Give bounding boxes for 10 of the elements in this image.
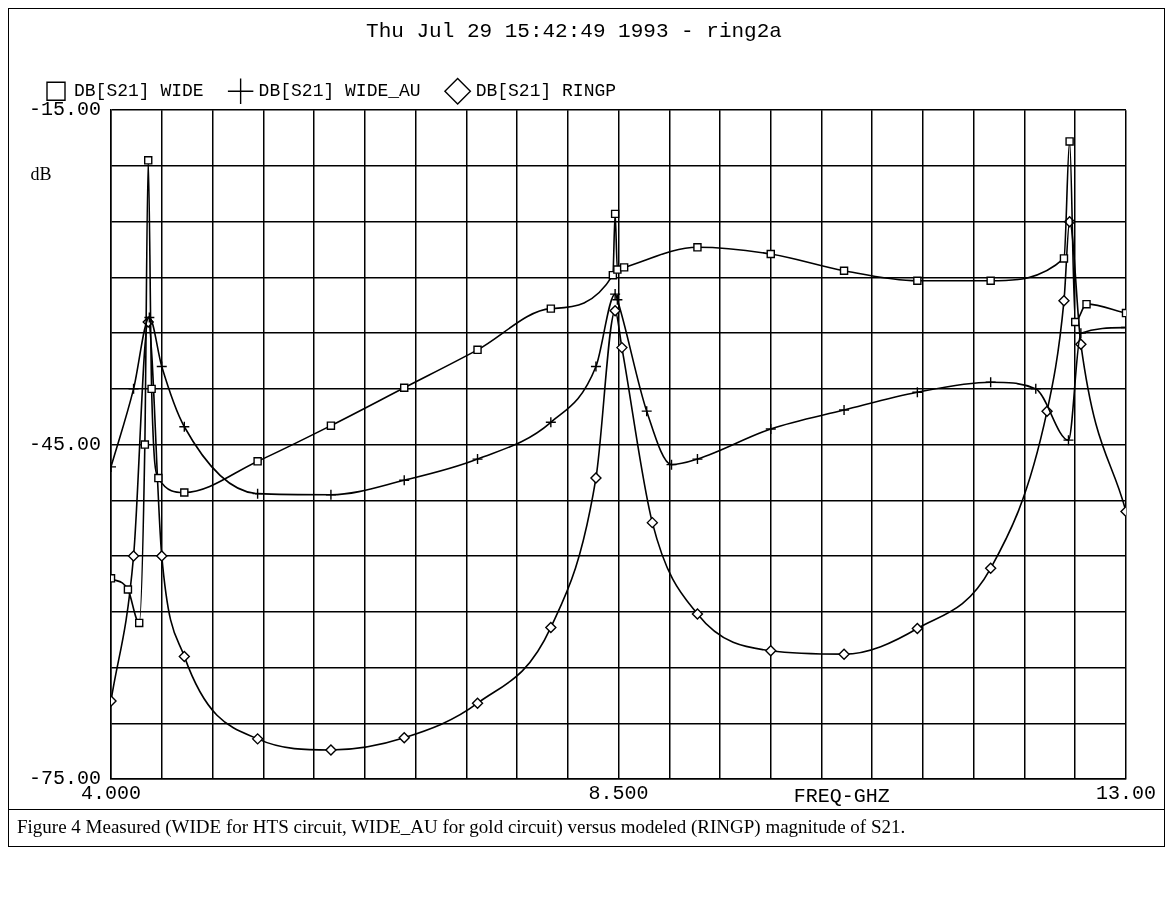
legend-label: DB[S21] RINGP xyxy=(475,80,617,101)
y-tick-label: -45.00 xyxy=(29,432,102,456)
chart-title: Thu Jul 29 15:42:49 1993 - ring2a xyxy=(366,20,782,44)
legend-label: DB[S21] WIDE_AU xyxy=(258,80,421,101)
legend-label: DB[S21] WIDE xyxy=(74,80,204,101)
x-tick-label: 8.500 xyxy=(588,782,649,806)
caption: Figure 4 Measured (WIDE for HTS circuit, WIDE_AU for gold circuit) versus modeled (RINGP) magnitude of S21. xyxy=(9,809,1164,846)
x-tick-label: 13.00 xyxy=(1095,782,1156,806)
x-axis-title: FREQ-GHZ xyxy=(793,785,890,809)
y-axis-title: dB xyxy=(30,163,52,184)
